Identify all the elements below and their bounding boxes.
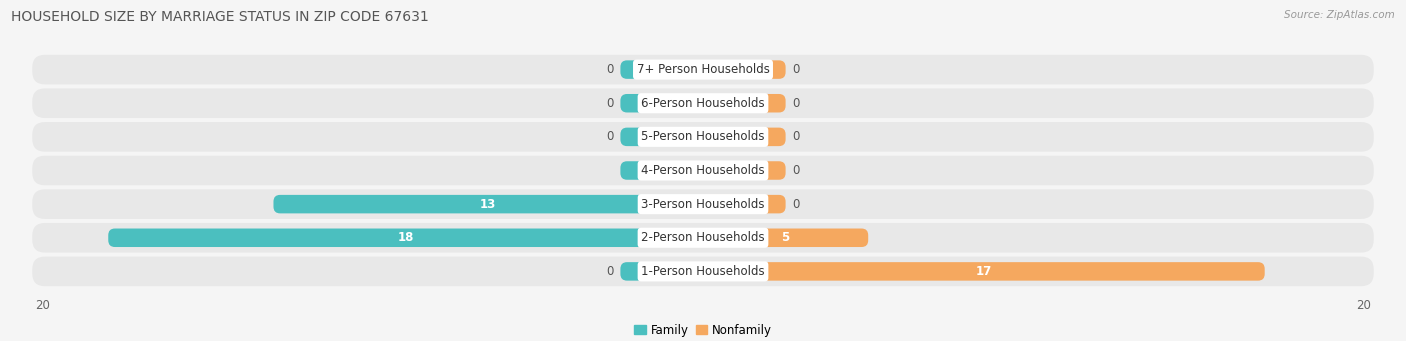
Text: 0: 0 bbox=[792, 63, 800, 76]
Text: 2: 2 bbox=[658, 164, 666, 177]
FancyBboxPatch shape bbox=[703, 161, 786, 180]
FancyBboxPatch shape bbox=[620, 262, 703, 281]
Text: 6-Person Households: 6-Person Households bbox=[641, 97, 765, 110]
Text: 13: 13 bbox=[479, 198, 496, 211]
Text: 0: 0 bbox=[792, 97, 800, 110]
Text: 5: 5 bbox=[782, 231, 790, 244]
FancyBboxPatch shape bbox=[620, 161, 703, 180]
Text: 5-Person Households: 5-Person Households bbox=[641, 130, 765, 143]
Text: Source: ZipAtlas.com: Source: ZipAtlas.com bbox=[1284, 10, 1395, 20]
FancyBboxPatch shape bbox=[620, 128, 703, 146]
Text: 0: 0 bbox=[792, 198, 800, 211]
Text: 18: 18 bbox=[398, 231, 413, 244]
Text: 0: 0 bbox=[606, 63, 614, 76]
FancyBboxPatch shape bbox=[273, 195, 703, 213]
FancyBboxPatch shape bbox=[703, 94, 786, 113]
FancyBboxPatch shape bbox=[32, 55, 1374, 85]
FancyBboxPatch shape bbox=[108, 228, 703, 247]
FancyBboxPatch shape bbox=[32, 256, 1374, 286]
Legend: Family, Nonfamily: Family, Nonfamily bbox=[630, 319, 776, 341]
FancyBboxPatch shape bbox=[703, 60, 786, 79]
Text: 0: 0 bbox=[792, 164, 800, 177]
Text: 7+ Person Households: 7+ Person Households bbox=[637, 63, 769, 76]
FancyBboxPatch shape bbox=[620, 60, 703, 79]
Text: 0: 0 bbox=[606, 130, 614, 143]
FancyBboxPatch shape bbox=[703, 128, 786, 146]
Text: 0: 0 bbox=[606, 97, 614, 110]
FancyBboxPatch shape bbox=[32, 122, 1374, 152]
FancyBboxPatch shape bbox=[703, 195, 786, 213]
FancyBboxPatch shape bbox=[32, 189, 1374, 219]
Text: 17: 17 bbox=[976, 265, 993, 278]
Text: HOUSEHOLD SIZE BY MARRIAGE STATUS IN ZIP CODE 67631: HOUSEHOLD SIZE BY MARRIAGE STATUS IN ZIP… bbox=[11, 10, 429, 24]
FancyBboxPatch shape bbox=[32, 88, 1374, 118]
FancyBboxPatch shape bbox=[620, 94, 703, 113]
Text: 0: 0 bbox=[792, 130, 800, 143]
FancyBboxPatch shape bbox=[32, 223, 1374, 253]
Text: 4-Person Households: 4-Person Households bbox=[641, 164, 765, 177]
FancyBboxPatch shape bbox=[32, 156, 1374, 185]
FancyBboxPatch shape bbox=[703, 228, 868, 247]
FancyBboxPatch shape bbox=[703, 262, 1264, 281]
Text: 3-Person Households: 3-Person Households bbox=[641, 198, 765, 211]
Text: 1-Person Households: 1-Person Households bbox=[641, 265, 765, 278]
Text: 0: 0 bbox=[606, 265, 614, 278]
Text: 2-Person Households: 2-Person Households bbox=[641, 231, 765, 244]
